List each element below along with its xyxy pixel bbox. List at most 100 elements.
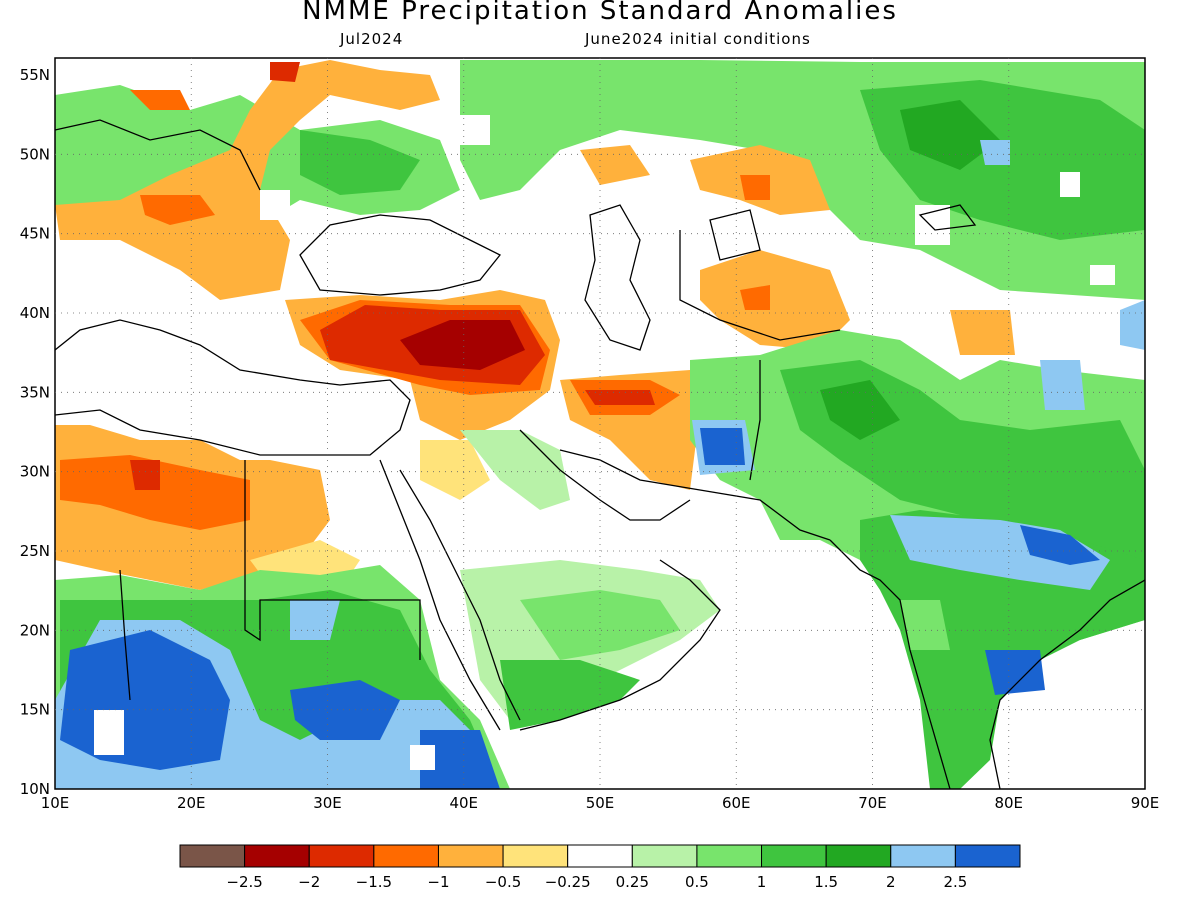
colorbar-swatch <box>761 844 827 868</box>
colorbar-swatch <box>179 844 246 868</box>
red-sea-east-coast <box>399 469 521 721</box>
border-africa-1 <box>244 460 421 660</box>
colorbar-label: −2.5 <box>226 873 262 891</box>
colorbar-swatch <box>502 844 569 868</box>
lon-tick-label: 10E <box>41 794 70 812</box>
india-blue <box>1020 525 1100 565</box>
kazakh-orange-deep <box>740 175 770 200</box>
lat-tick-label: 20N <box>20 621 50 639</box>
colorbar-label: −1.5 <box>356 873 392 891</box>
longitude-ticks: 10E 20E 30E 40E 50E 60E 70E 80E 90E <box>41 794 1160 812</box>
border-africa-2 <box>119 569 131 701</box>
siberia-blue <box>980 140 1010 165</box>
colorbar-swatch <box>890 844 956 868</box>
lat-tick-label: 10N <box>20 780 50 798</box>
colorbar-label: −0.25 <box>545 873 591 891</box>
lat-tick-label: 55N <box>20 66 50 84</box>
lon-tick-label: 30E <box>313 794 342 812</box>
north-red <box>270 62 300 82</box>
colorbar-swatch <box>244 844 310 868</box>
colorbar-label: 1 <box>757 873 767 891</box>
balkan-gap <box>260 190 290 220</box>
kazakh-green-dark <box>900 100 1000 170</box>
colorbar <box>179 844 1021 868</box>
aral-coast <box>709 209 761 261</box>
india-east-blue <box>985 650 1045 695</box>
uzbek-orange-deep <box>740 285 770 310</box>
tibet-blue <box>1120 300 1145 350</box>
border-central-asia <box>679 230 841 341</box>
colorbar-label: 2 <box>886 873 896 891</box>
latitude-ticks: 55N 50N 45N 40N 35N 30N 25N 20N 15N 10N <box>20 66 50 798</box>
mediterranean-coast <box>55 319 411 456</box>
iran-blue <box>700 428 745 465</box>
colorbar-swatch <box>696 844 763 868</box>
tien-shan-orange <box>950 310 1015 355</box>
levant-yellow <box>420 440 490 500</box>
lon-tick-label: 90E <box>1131 794 1160 812</box>
sudan-blue <box>290 680 400 740</box>
arabia-green-mid <box>520 590 680 660</box>
baltic-coast <box>55 119 261 191</box>
kazakh-gap <box>915 205 950 245</box>
europe-orange <box>55 60 440 300</box>
colorbar-swatch <box>631 844 698 868</box>
anomaly-fields <box>55 58 1145 789</box>
lat-tick-label: 40N <box>20 304 50 322</box>
yemen-green <box>500 660 640 730</box>
persian-gulf-coast <box>519 429 691 521</box>
north-orange <box>130 90 190 110</box>
colorbar-label: −1 <box>427 873 449 891</box>
pakistan-green-dark <box>820 380 900 440</box>
black-sea-coast <box>299 214 502 296</box>
caspian-coast <box>584 204 651 351</box>
initial-conditions: June2024 initial conditions <box>585 30 811 48</box>
india-east-coast <box>989 579 1145 789</box>
balkhash-coast <box>918 204 977 231</box>
levant-green <box>460 430 570 510</box>
colorbar-swatch <box>308 844 375 868</box>
uzbek-orange <box>700 250 850 350</box>
colorbar-label: 0.5 <box>685 873 709 891</box>
lon-tick-label: 20E <box>177 794 206 812</box>
lat-tick-label: 35N <box>20 383 50 401</box>
india-green-light <box>900 600 950 650</box>
map-title: NMME Precipitation Standard Anomalies <box>302 0 898 26</box>
forecast-month: Jul2024 <box>340 30 404 48</box>
tibet-blue-light <box>1040 360 1085 410</box>
lon-tick-label: 40E <box>449 794 478 812</box>
colorbar-label: −0.5 <box>485 873 521 891</box>
iran-red <box>585 390 655 405</box>
caspian-orange <box>580 145 650 185</box>
tibet-gap <box>1090 265 1115 285</box>
border-iran-afghan <box>749 360 761 481</box>
europe-green-mid <box>300 130 420 195</box>
europe-orange-deep <box>140 195 215 225</box>
lat-tick-label: 25N <box>20 542 50 560</box>
lat-tick-label: 15N <box>20 701 50 719</box>
lat-tick-label: 50N <box>20 145 50 163</box>
libya-orange-deep <box>60 455 250 530</box>
lon-tick-label: 50E <box>586 794 615 812</box>
colorbar-swatch <box>954 844 1021 868</box>
lon-tick-label: 80E <box>994 794 1023 812</box>
ethiopia-gap <box>410 745 435 770</box>
red-sea-west-coast <box>379 459 501 731</box>
lon-tick-label: 60E <box>722 794 751 812</box>
colorbar-swatch <box>567 844 633 868</box>
colorbar-swatch <box>437 844 504 868</box>
colorbar-label: 0.25 <box>616 873 649 891</box>
arabia-south-coast <box>519 559 721 731</box>
ukraine-gap <box>460 115 490 145</box>
colorbar-swatch <box>373 844 439 868</box>
anatolia-red-dark <box>400 320 525 370</box>
colorbar-label: 2.5 <box>943 873 967 891</box>
colorbar-labels: −2.5 −2 −1.5 −1 −0.5 −0.25 0.25 0.5 1 1.5 2 2.5 <box>226 873 967 891</box>
india-west-coast <box>829 539 951 789</box>
colorbar-label: 1.5 <box>814 873 838 891</box>
lon-tick-label: 70E <box>858 794 887 812</box>
colorbar-label: −2 <box>298 873 320 891</box>
sahel-gap <box>94 710 124 755</box>
mongolia-gap <box>1060 172 1080 197</box>
